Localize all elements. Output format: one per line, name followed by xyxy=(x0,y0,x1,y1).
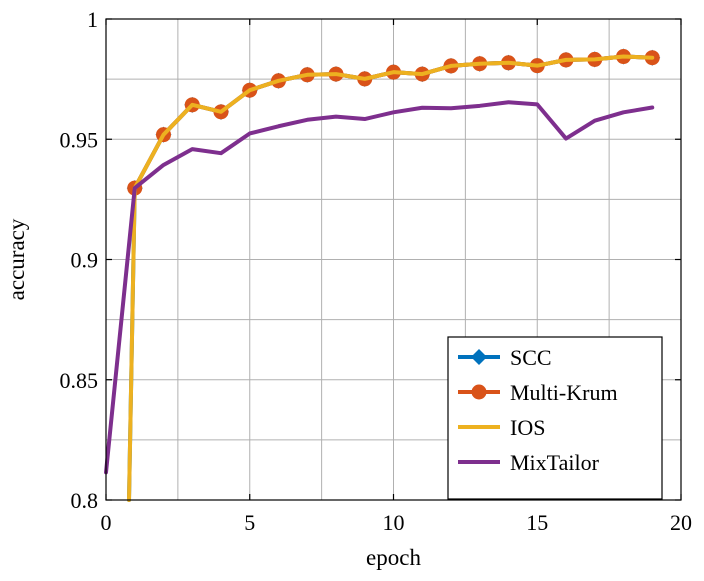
y-tick-label: 0.85 xyxy=(60,368,99,393)
legend-entry: SCC xyxy=(458,345,552,370)
y-tick-label: 0.95 xyxy=(60,127,99,152)
legend-entry: MixTailor xyxy=(458,450,600,475)
legend-label: MixTailor xyxy=(510,450,600,475)
x-tick-label: 20 xyxy=(670,510,692,535)
series-line xyxy=(104,100,655,475)
axis-ticks: 0 5 10 15 20 0.8 0.85 0.9 0.95 1 xyxy=(60,7,693,535)
y-tick-label: 0.9 xyxy=(71,248,99,273)
x-tick-label: 0 xyxy=(101,510,112,535)
series-mixtailor xyxy=(104,100,655,475)
legend-marker xyxy=(471,384,487,400)
x-tick-label: 15 xyxy=(526,510,548,535)
legend-entry: IOS xyxy=(458,415,545,440)
x-tick-label: 10 xyxy=(383,510,405,535)
legend-marker xyxy=(471,349,487,365)
y-tick-label: 0.8 xyxy=(71,488,99,513)
legend-entry: Multi-Krum xyxy=(458,380,618,405)
legend-label: IOS xyxy=(510,415,545,440)
y-axis-label: accuracy xyxy=(4,218,29,300)
legend-label: SCC xyxy=(510,345,552,370)
legend: SCC Multi-Krum IOS MixTailor xyxy=(447,336,663,500)
legend-label: Multi-Krum xyxy=(510,380,618,405)
legend-box xyxy=(447,336,663,500)
legend-entries: SCC Multi-Krum IOS MixTailor xyxy=(458,345,618,475)
series-ios xyxy=(127,54,655,502)
x-axis-label: epoch xyxy=(366,545,421,570)
y-tick-label: 1 xyxy=(87,7,98,32)
series-line xyxy=(127,54,655,502)
x-tick-label: 5 xyxy=(244,510,255,535)
series-layer xyxy=(104,48,661,502)
